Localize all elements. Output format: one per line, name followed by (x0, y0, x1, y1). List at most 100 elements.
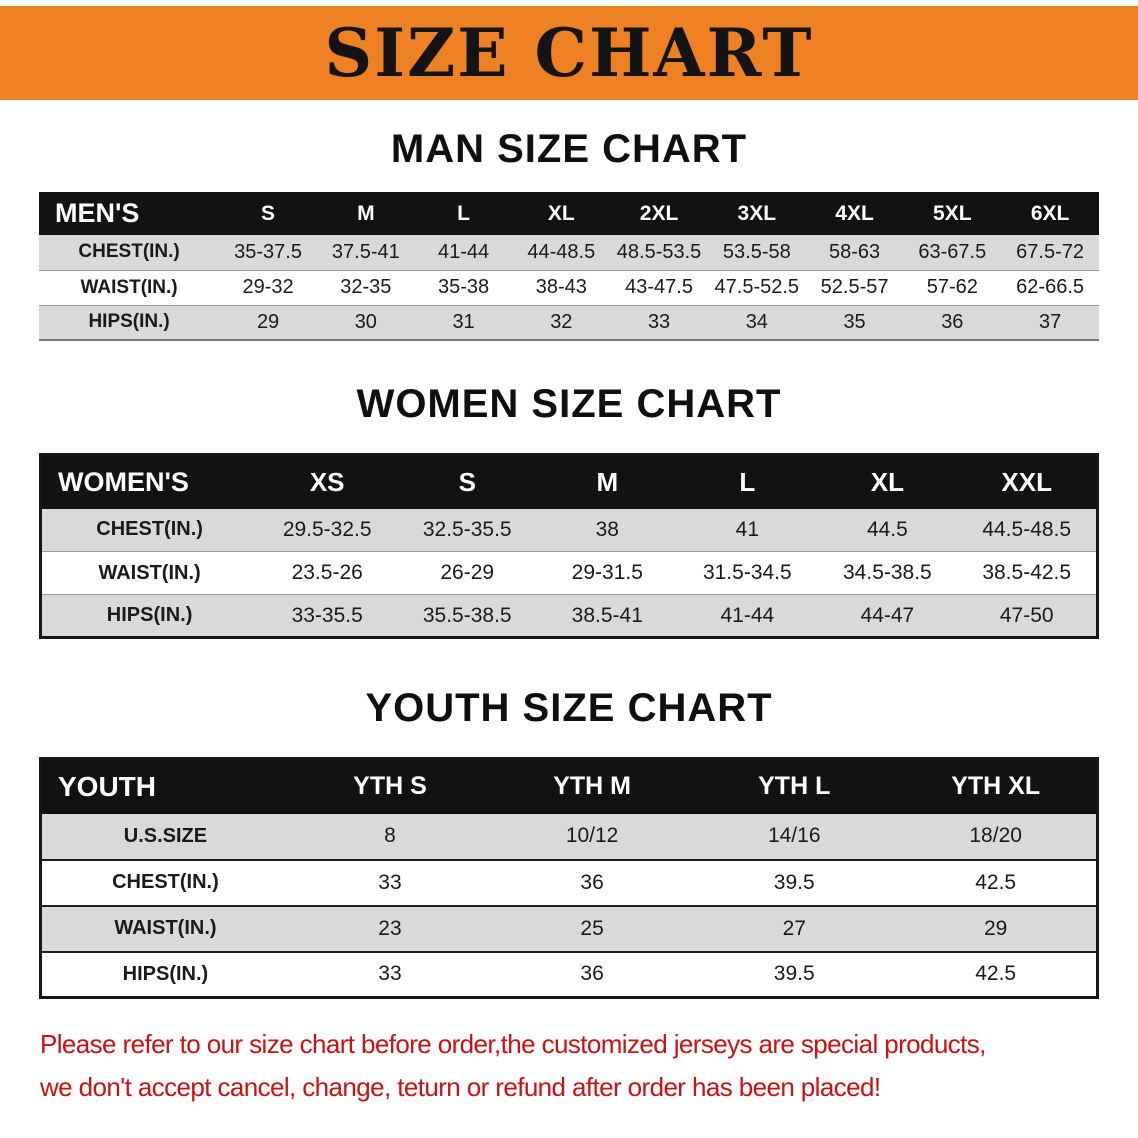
men-col-4xl: 4XL (805, 192, 904, 235)
men-hips-row: HIPS(IN.) 29 30 31 32 33 34 35 36 37 (39, 305, 1099, 340)
size-cell: 36 (941, 310, 964, 333)
men-size-table: MEN'S S M L XL 2XL 3XL 4XL 5XL 6XL CHEST… (39, 192, 1099, 341)
size-cell: 57-62 (926, 276, 978, 298)
youth-col-s: YTH S (288, 758, 492, 814)
size-cell: 34.5-38.5 (843, 561, 932, 584)
size-cell: 43-47.5 (625, 276, 693, 298)
disclaimer-line-1: Please refer to our size chart before or… (40, 1029, 986, 1059)
youth-hips-row: HIPS(IN.) 33 36 39.5 42.5 (40, 951, 1098, 998)
men-corner-label: MEN'S (39, 192, 220, 235)
size-cell: 33 (378, 962, 402, 986)
row-label: U.S.SIZE (123, 824, 208, 847)
row-label: WAIST(IN.) (98, 561, 201, 584)
disclaimer-line-2: we don't accept cancel, change, teturn o… (40, 1071, 881, 1102)
size-cell: 63-67.5 (918, 240, 987, 263)
size-cell: 48.5-53.5 (616, 240, 702, 263)
size-cell: 23.5-26 (291, 561, 363, 584)
men-section-heading: MAN SIZE CHART (390, 127, 748, 171)
row-label: HIPS(IN.) (106, 604, 193, 626)
youth-col-m: YTH M (491, 758, 694, 814)
youth-corner-label: YOUTH (40, 758, 289, 814)
youth-col-xl: YTH XL (895, 758, 1098, 814)
size-cell: 32-35 (340, 276, 392, 298)
size-cell: 23 (378, 916, 402, 940)
row-label: HIPS(IN.) (122, 962, 209, 985)
row-label: HIPS(IN.) (88, 311, 170, 333)
women-col-s: S (397, 454, 538, 509)
size-cell: 34 (745, 310, 768, 333)
page-title: SIZE CHART (324, 14, 814, 92)
size-cell: 29 (983, 916, 1008, 940)
size-cell: 35 (843, 310, 866, 333)
size-cell: 29-31.5 (571, 561, 643, 584)
size-cell: 35-37.5 (234, 240, 302, 263)
size-cell: 42.5 (975, 962, 1017, 986)
men-col-5xl: 5XL (903, 192, 1002, 235)
size-cell: 39.5 (773, 870, 815, 894)
size-cell: 52.5-57 (820, 276, 889, 298)
row-label: CHEST(IN.) (112, 871, 219, 893)
size-cell: 38 (595, 517, 619, 541)
size-cell: 53.5-58 (722, 240, 791, 263)
title-banner: SIZE CHART (0, 6, 1138, 100)
men-col-l: L (414, 192, 513, 235)
size-cell: 41 (735, 517, 760, 541)
size-cell: 29-32 (242, 276, 294, 298)
size-cell: 18/20 (969, 824, 1022, 847)
youth-section: YOUTH SIZE CHART YOUTH YTH S YTH M YTH L… (0, 685, 1138, 999)
size-cell: 38-43 (535, 276, 587, 298)
youth-ussize-row: U.S.SIZE 8 10/12 14/16 18/20 (40, 813, 1098, 860)
youth-section-heading: YOUTH SIZE CHART (365, 686, 773, 730)
size-cell: 58-63 (828, 240, 881, 263)
men-section: MAN SIZE CHART MEN'S S M L XL 2XL 3XL 4X… (0, 126, 1138, 341)
row-label: CHEST(IN.) (96, 518, 203, 541)
youth-col-l: YTH L (693, 758, 896, 814)
women-waist-row: WAIST(IN.) 23.5-26 26-29 29-31.5 31.5-34… (40, 551, 1098, 595)
men-col-6xl: 6XL (1001, 192, 1099, 235)
size-cell: 25 (580, 916, 604, 940)
size-cell: 33-35.5 (291, 603, 363, 627)
men-col-xl: XL (512, 192, 611, 235)
women-hips-row: HIPS(IN.) 33-35.5 35.5-38.5 38.5-41 41-4… (40, 594, 1098, 638)
youth-size-table: YOUTH YTH S YTH M YTH L YTH XL U.S.SIZE … (39, 757, 1099, 999)
size-cell: 29.5-32.5 (282, 517, 372, 541)
youth-header-row: YOUTH YTH S YTH M YTH L YTH XL (40, 758, 1098, 814)
size-cell: 41-44 (437, 240, 490, 263)
women-chest-row: CHEST(IN.) 29.5-32.5 32.5-35.5 38 41 44.… (40, 508, 1098, 552)
size-cell: 32 (550, 310, 573, 333)
size-cell: 37 (1038, 310, 1062, 333)
size-cell: 44-47 (860, 603, 915, 627)
women-size-table: WOMEN'S XS S M L XL XXL CHEST(IN.) 29.5-… (39, 453, 1099, 639)
disclaimer: Please refer to our size chart before or… (40, 1023, 1138, 1109)
men-chest-row: CHEST(IN.) 35-37.5 37.5-41 41-44 44-48.5… (39, 235, 1099, 270)
size-cell: 67.5-72 (1016, 240, 1085, 263)
size-cell: 14/16 (767, 824, 821, 847)
size-cell: 10/12 (565, 824, 619, 847)
size-cell: 44-48.5 (527, 240, 596, 263)
size-cell: 38.5-42.5 (982, 561, 1072, 584)
row-label: WAIST(IN.) (80, 276, 178, 298)
men-col-s: S (219, 192, 317, 235)
size-cell: 36 (580, 870, 604, 894)
size-cell: 26-29 (440, 561, 495, 584)
men-waist-row: WAIST(IN.) 29-32 32-35 35-38 38-43 43-47… (39, 270, 1099, 305)
women-col-l: L (677, 454, 818, 509)
women-header-row: WOMEN'S XS S M L XL XXL (40, 454, 1098, 509)
size-cell: 31 (452, 310, 475, 333)
size-cell: 33 (647, 310, 671, 333)
men-col-m: M (316, 192, 415, 235)
size-cell: 37.5-41 (331, 240, 400, 263)
size-cell: 35.5-38.5 (422, 603, 512, 627)
size-cell: 33 (378, 870, 402, 894)
size-cell: 36 (580, 962, 604, 986)
size-cell: 47.5-52.5 (714, 276, 800, 298)
men-header-row: MEN'S S M L XL 2XL 3XL 4XL 5XL 6XL (39, 192, 1099, 235)
size-cell: 31.5-34.5 (702, 561, 792, 584)
size-cell: 42.5 (975, 870, 1017, 894)
size-cell: 38.5-41 (571, 603, 643, 627)
size-cell: 27 (782, 916, 806, 940)
women-col-xl: XL (817, 454, 958, 509)
size-cell: 35-38 (437, 276, 490, 298)
size-cell: 62-66.5 (1016, 276, 1085, 298)
size-cell: 32.5-35.5 (422, 517, 512, 541)
